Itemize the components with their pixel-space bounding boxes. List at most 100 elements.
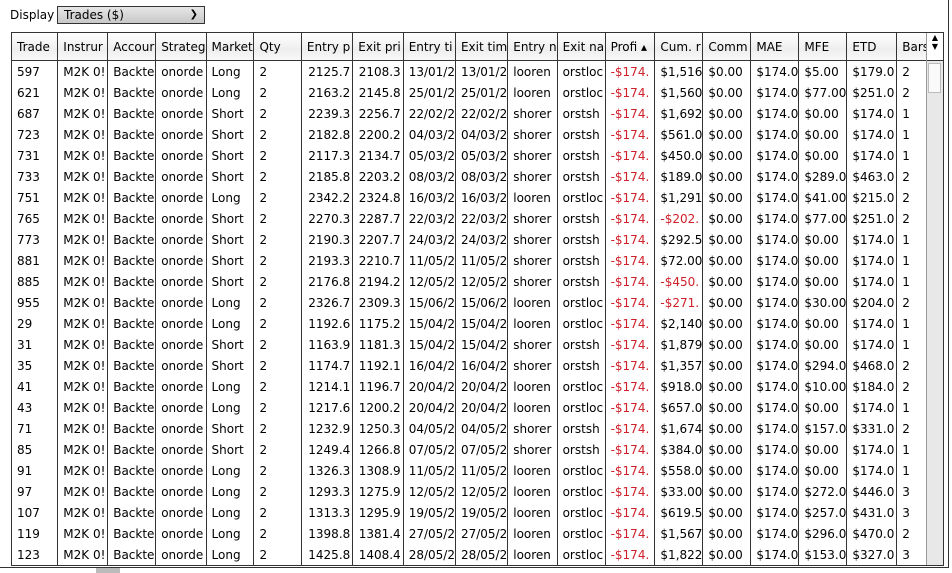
table-cell: 11/05/2 [403,250,456,271]
table-row[interactable]: 621 M2K 0! Backte onorde Long 2 2163.2 2145.8 25… [12,82,943,103]
table-cell: $184.0 [846,376,898,397]
column-header[interactable]: Instrur [57,33,109,61]
table-cell: looren [507,82,558,103]
scroll-up-icon[interactable]: ▲ [931,33,939,42]
table-cell: 1200.2 [352,397,404,418]
table-cell: Backte [107,166,157,187]
table-cell: 733 [12,166,59,187]
table-row[interactable]: 119 M2K 0! Backte onorde Long 2 1398.8 1381.4 27… [12,523,943,544]
table-cell: shorer [507,124,558,145]
table-cell: -$174. [605,208,656,229]
table-row[interactable]: 31 M2K 0! Backte onorde Short 2 1163.9 1181.3 15… [12,334,943,355]
table-cell: 2 [253,418,302,439]
table-cell: orstloc [557,397,606,418]
table-row[interactable]: 71 M2K 0! Backte onorde Short 2 1232.9 1250.3 04… [12,418,943,439]
table-cell: 28/05/2 [403,544,456,565]
table-cell: $0.00 [702,523,752,544]
table-cell: $0.00 [702,229,752,250]
table-row[interactable]: 91 M2K 0! Backte onorde Long 2 1326.3 1308.9 11/… [12,460,943,481]
column-header[interactable]: MFE [798,33,848,61]
table-cell: 1398.8 [301,523,354,544]
column-header[interactable]: Trade [12,33,59,61]
table-cell: orstloc [557,481,606,502]
column-header[interactable]: Qty [253,33,302,61]
table-cell: onorde [155,166,207,187]
table-cell: 731 [12,145,59,166]
column-header-label: Exit pri [358,39,401,54]
table-cell: 1266.8 [352,439,404,460]
table-cell: 2176.8 [301,271,354,292]
table-cell: onorde [155,460,207,481]
table-cell: -$174. [605,229,656,250]
table-row[interactable]: 123 M2K 0! Backte onorde Long 2 1425.8 1408.4 28… [12,544,943,565]
table-cell: $174.0 [750,460,800,481]
table-row[interactable]: 765 M2K 0! Backte onorde Short 2 2270.3 2287.7 2… [12,208,943,229]
table-cell: 107 [12,502,59,523]
column-header-label: MFE [804,39,830,54]
table-row[interactable]: 107 M2K 0! Backte onorde Long 2 1313.3 1295.9 19… [12,502,943,523]
table-row[interactable]: 597 M2K 0! Backte onorde Long 2 2125.7 2108.3 13… [12,60,943,82]
column-header[interactable]: Entry p [301,33,354,61]
display-select[interactable]: Trades ($) ❯ [57,6,205,24]
table-cell: 22/02/2 [455,103,509,124]
table-row[interactable]: 687 M2K 0! Backte onorde Short 2 2239.3 2256.7 2… [12,103,943,124]
table-row[interactable]: 723 M2K 0! Backte onorde Short 2 2182.8 2200.2 0… [12,124,943,145]
column-header[interactable]: ETD [846,33,898,61]
column-header[interactable]: Exit tim [455,33,509,61]
bottom-tab[interactable] [0,567,97,573]
table-row[interactable]: 97 M2K 0! Backte onorde Long 2 1293.3 1275.9 12/… [12,481,943,502]
table-cell: shorer [507,103,558,124]
table-row[interactable]: 773 M2K 0! Backte onorde Short 2 2190.3 2207.7 2… [12,229,943,250]
column-header[interactable]: Market [206,33,255,61]
table-cell: -$450. [654,271,704,292]
table-row[interactable]: 731 M2K 0! Backte onorde Short 2 2117.3 2134.7 0… [12,145,943,166]
table-cell: Backte [107,124,157,145]
column-header[interactable]: MAE [750,33,800,61]
column-header[interactable]: Exit pri [352,33,404,61]
table-cell: -$174. [605,481,656,502]
vertical-scrollbar[interactable]: ▲ ▼ [926,33,943,565]
column-header[interactable]: Strateg [155,33,207,61]
table-cell: looren [507,460,558,481]
scrollbar-thumb[interactable] [928,63,941,93]
scroll-down-icon[interactable]: ▼ [931,42,939,51]
column-header[interactable]: Profi ▴ [605,33,656,61]
table-row[interactable]: 85 M2K 0! Backte onorde Short 2 1249.4 1266.8 07… [12,439,943,460]
table-cell: $251.0 [846,82,898,103]
table-cell: M2K 0! [57,82,109,103]
table-cell: Long [206,502,255,523]
table-cell: 751 [12,187,59,208]
table-cell: 16/04/2 [455,355,509,376]
table-cell: $0.00 [702,439,752,460]
table-cell: shorer [507,418,558,439]
table-cell: $296.0 [798,523,848,544]
table-cell: onorde [155,313,207,334]
table-cell: $619.5 [654,502,704,523]
table-cell: orstsh [557,166,606,187]
table-row[interactable]: 955 M2K 0! Backte onorde Long 2 2326.7 2309.3 15… [12,292,943,313]
table-row[interactable]: 35 M2K 0! Backte onorde Short 2 1174.7 1192.1 16… [12,355,943,376]
table-row[interactable]: 29 M2K 0! Backte onorde Long 2 1192.6 1175.2 15/… [12,313,943,334]
table-row[interactable]: 751 M2K 0! Backte onorde Long 2 2342.2 2324.8 16… [12,187,943,208]
column-header[interactable]: Exit na [557,33,606,61]
table-cell: $0.00 [702,124,752,145]
column-header[interactable]: Comm [702,33,752,61]
table-cell: M2K 0! [57,145,109,166]
column-header[interactable]: Entry n [507,33,558,61]
column-header-label: Entry p [306,39,351,54]
table-cell: onorde [155,544,207,565]
column-header[interactable]: Accour [107,33,157,61]
table-row[interactable]: 41 M2K 0! Backte onorde Long 2 1214.1 1196.7 20/… [12,376,943,397]
table-row[interactable]: 733 M2K 0! Backte onorde Short 2 2185.8 2203.2 0… [12,166,943,187]
table-cell: 597 [12,60,59,82]
table-cell: Short [206,355,255,376]
table-cell: $0.00 [702,60,752,82]
column-header[interactable]: Cum. r [654,33,704,61]
horizontal-scrollbar[interactable] [96,568,120,573]
column-header[interactable]: Entry ti [403,33,456,61]
table-row[interactable]: 885 M2K 0! Backte onorde Short 2 2176.8 2194.2 1… [12,271,943,292]
table-row[interactable]: 881 M2K 0! Backte onorde Short 2 2193.3 2210.7 1… [12,250,943,271]
table-cell: 11/05/2 [455,460,509,481]
table-cell: $1,567 [654,523,704,544]
table-row[interactable]: 43 M2K 0! Backte onorde Long 2 1217.6 1200.2 20/… [12,397,943,418]
